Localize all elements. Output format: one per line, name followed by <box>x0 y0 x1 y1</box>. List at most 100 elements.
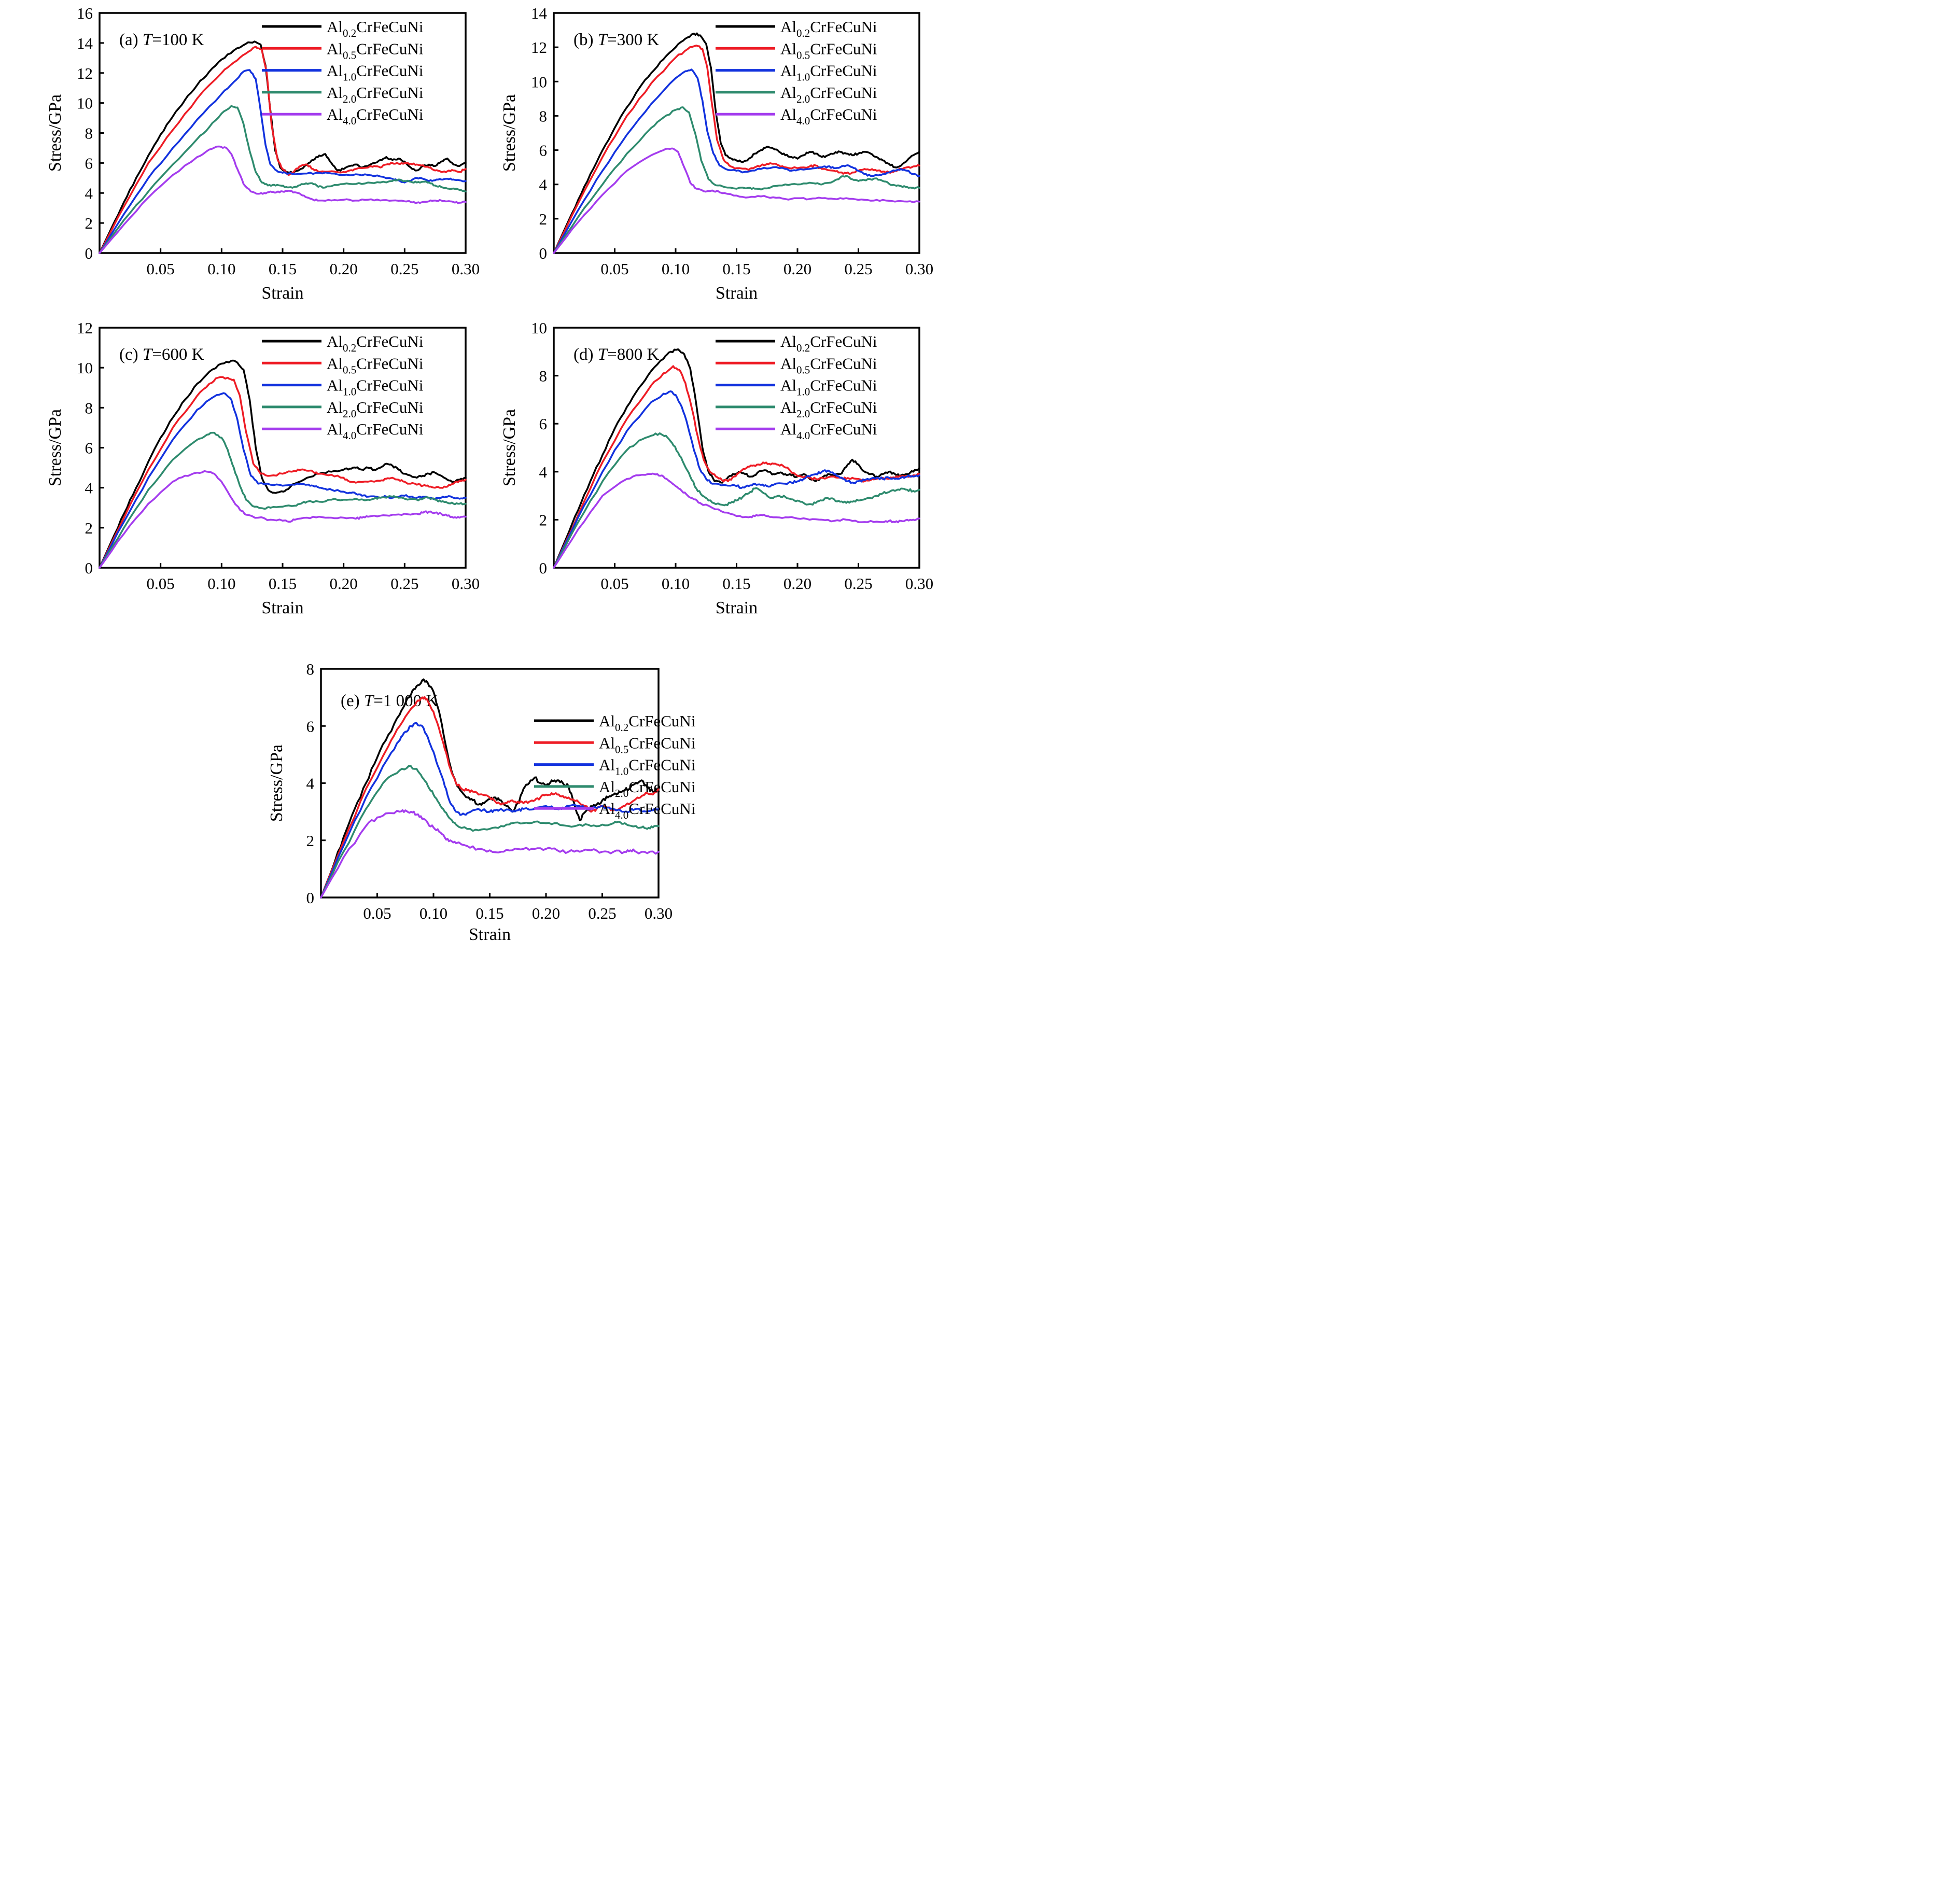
legend-label-Al0.2CrFeCuNi: Al0.2CrFeCuNi <box>327 332 424 354</box>
series-line-Al1.0CrFeCuNi <box>320 722 660 899</box>
chart-svg-a: 0.05 0.10 0.15 0.20 0.25 0.30 0 2 4 6 8 10 12 14 16 Str… <box>46 4 480 303</box>
y-tick-label: 2 <box>85 519 93 537</box>
y-tick-label: 14 <box>531 4 548 22</box>
x-tick-label: 0.25 <box>390 260 418 278</box>
series-line-Al0.2CrFeCuNi <box>320 678 660 899</box>
legend-label-Al1.0CrFeCuNi: Al1.0CrFeCuNi <box>599 756 696 778</box>
x-axis-label: Strain <box>716 598 758 618</box>
y-tick-label: 2 <box>306 832 315 850</box>
legend-label-Al0.2CrFeCuNi: Al0.2CrFeCuNi <box>780 332 877 354</box>
series-line-Al0.2CrFeCuNi <box>553 32 920 254</box>
x-tick-label: 0.30 <box>452 574 480 593</box>
series-line-Al0.2CrFeCuNi <box>99 40 467 254</box>
legend-label-Al2.0CrFeCuNi: Al2.0CrFeCuNi <box>327 83 424 105</box>
legend-label-Al0.2CrFeCuNi: Al0.2CrFeCuNi <box>327 18 424 39</box>
panel-title: (b) T=300 K <box>573 31 659 49</box>
y-tick-label: 4 <box>306 775 315 793</box>
x-axis-label: Strain <box>469 925 511 944</box>
x-axis-label: Strain <box>261 284 303 303</box>
series-line-Al4.0CrFeCuNi <box>320 809 660 899</box>
series-line-Al2.0CrFeCuNi <box>553 106 920 254</box>
y-tick-label: 4 <box>539 176 548 194</box>
panel-title: (e) T=1 000 K <box>341 692 438 710</box>
x-tick-label: 0.15 <box>269 260 297 278</box>
series-line-Al2.0CrFeCuNi <box>99 105 467 254</box>
y-tick-label: 12 <box>77 64 93 82</box>
series-line-Al0.2CrFeCuNi <box>99 359 467 569</box>
y-tick-label: 8 <box>85 399 93 417</box>
x-tick-label: 0.10 <box>662 260 690 278</box>
y-tick-label: 8 <box>539 107 548 125</box>
y-tick-label: 0 <box>85 559 93 577</box>
x-tick-label: 0.15 <box>722 574 750 593</box>
x-tick-label: 0.10 <box>419 904 447 922</box>
series-line-Al0.5CrFeCuNi <box>99 376 467 569</box>
y-tick-label: 0 <box>539 244 548 262</box>
y-axis-label: Stress/GPa <box>46 94 65 172</box>
y-tick-label: 4 <box>85 479 93 497</box>
x-tick-label: 0.05 <box>363 904 391 922</box>
series-line-Al2.0CrFeCuNi <box>320 765 660 899</box>
legend-label-Al4.0CrFeCuNi: Al4.0CrFeCuNi <box>327 420 424 442</box>
x-axis-label: Strain <box>716 284 758 303</box>
legend-label-Al0.5CrFeCuNi: Al0.5CrFeCuNi <box>599 734 696 755</box>
x-tick-label: 0.05 <box>147 260 175 278</box>
y-tick-label: 10 <box>77 359 93 377</box>
series-line-Al0.5CrFeCuNi <box>320 696 660 899</box>
series-line-Al0.5CrFeCuNi <box>553 45 920 254</box>
x-tick-label: 0.30 <box>905 260 933 278</box>
y-tick-label: 12 <box>77 319 93 337</box>
y-tick-label: 14 <box>77 34 93 52</box>
x-tick-label: 0.25 <box>844 260 872 278</box>
panel-d-chart: 0.05 0.10 0.15 0.20 0.25 0.30 0 2 4 6 8 10 Strain Str… <box>490 315 980 632</box>
y-tick-label: 2 <box>539 210 548 228</box>
panel-c-chart: 0.05 0.10 0.15 0.20 0.25 0.30 0 2 4 6 8 10 12 Strain S… <box>0 315 490 632</box>
chart-svg-b: 0.05 0.10 0.15 0.20 0.25 0.30 0 2 4 6 8 10 12 14 Strai… <box>500 4 933 303</box>
x-tick-label: 0.25 <box>844 574 872 593</box>
y-tick-label: 6 <box>85 154 93 172</box>
series-line-Al4.0CrFeCuNi <box>99 145 467 254</box>
y-tick-label: 6 <box>539 415 548 433</box>
y-tick-label: 0 <box>85 244 93 262</box>
x-tick-label: 0.25 <box>390 574 418 593</box>
series-line-Al4.0CrFeCuNi <box>553 472 920 569</box>
y-tick-label: 8 <box>85 124 93 143</box>
x-tick-label: 0.30 <box>452 260 480 278</box>
series-line-Al1.0CrFeCuNi <box>99 392 467 569</box>
y-tick-label: 10 <box>531 73 547 91</box>
panel-title: (d) T=800 K <box>573 345 659 364</box>
x-tick-label: 0.15 <box>475 904 503 922</box>
y-tick-label: 10 <box>77 94 93 113</box>
legend-label-Al1.0CrFeCuNi: Al1.0CrFeCuNi <box>327 62 424 83</box>
y-tick-label: 8 <box>306 660 315 678</box>
panel-title: (a) T=100 K <box>119 31 204 49</box>
x-tick-label: 0.15 <box>722 260 750 278</box>
y-axis-label: Stress/GPa <box>500 409 519 486</box>
x-axis-label: Strain <box>261 598 303 618</box>
x-tick-label: 0.20 <box>783 574 811 593</box>
panel-e-chart: 0.05 0.10 0.15 0.20 0.25 0.30 0 2 4 6 8 Strain Stres… <box>219 656 774 950</box>
legend-label-Al4.0CrFeCuNi: Al4.0CrFeCuNi <box>780 105 877 127</box>
series-line-Al4.0CrFeCuNi <box>99 470 467 569</box>
legend-label-Al4.0CrFeCuNi: Al4.0CrFeCuNi <box>599 799 696 821</box>
y-axis-label: Stress/GPa <box>500 94 519 172</box>
series-line-Al0.5CrFeCuNi <box>99 46 467 254</box>
panel-b-chart: 0.05 0.10 0.15 0.20 0.25 0.30 0 2 4 6 8 10 12 14 Strai… <box>490 0 980 317</box>
y-axis-label: Stress/GPa <box>46 409 65 486</box>
series-line-Al2.0CrFeCuNi <box>99 431 467 569</box>
y-tick-label: 0 <box>539 559 548 577</box>
x-tick-label: 0.10 <box>207 260 235 278</box>
y-tick-label: 4 <box>85 184 93 202</box>
y-tick-label: 8 <box>539 367 548 385</box>
x-tick-label: 0.05 <box>600 574 628 593</box>
y-tick-label: 6 <box>539 142 548 160</box>
y-tick-label: 2 <box>85 214 93 232</box>
x-tick-label: 0.30 <box>905 574 933 593</box>
panel-a-chart: 0.05 0.10 0.15 0.20 0.25 0.30 0 2 4 6 8 10 12 14 16 Str… <box>0 0 490 317</box>
legend-label-Al1.0CrFeCuNi: Al1.0CrFeCuNi <box>780 62 877 83</box>
legend-label-Al2.0CrFeCuNi: Al2.0CrFeCuNi <box>780 83 877 105</box>
legend-label-Al0.2CrFeCuNi: Al0.2CrFeCuNi <box>599 712 696 734</box>
series-line-Al2.0CrFeCuNi <box>553 432 920 569</box>
x-tick-label: 0.10 <box>662 574 690 593</box>
series-line-Al4.0CrFeCuNi <box>553 147 920 254</box>
